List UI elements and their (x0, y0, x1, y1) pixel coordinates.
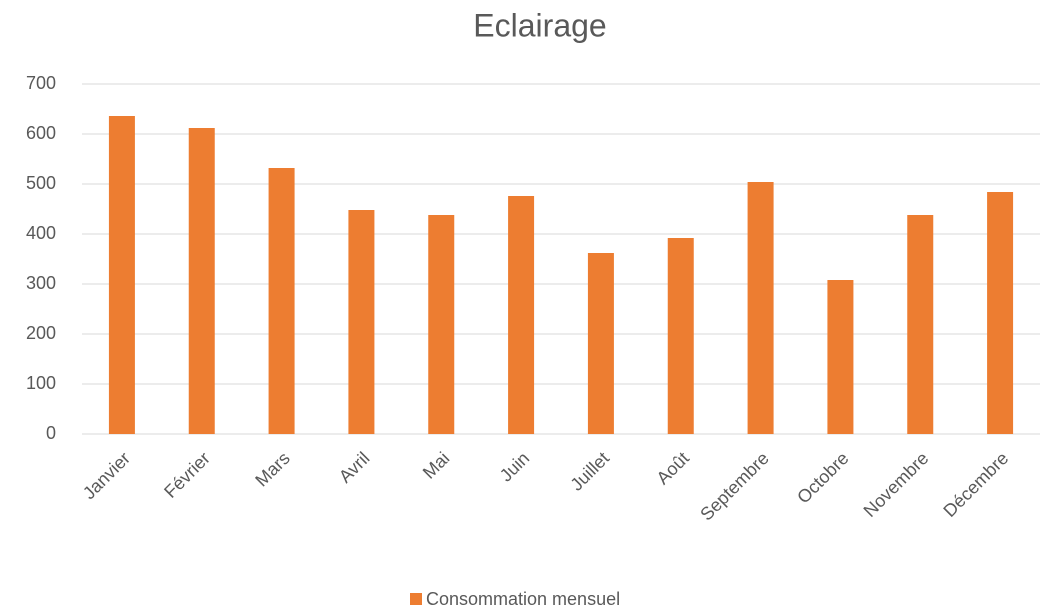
y-tick-label: 200 (26, 323, 56, 343)
x-tick-label: Avril (335, 448, 374, 487)
y-tick-label: 600 (26, 123, 56, 143)
bar (987, 192, 1014, 434)
bar (827, 280, 854, 434)
x-tick-label: Août (653, 448, 693, 488)
y-tick-label: 500 (26, 173, 56, 193)
x-tick-label: Juin (496, 448, 533, 485)
x-tick-label: Octobre (793, 448, 852, 507)
bar (587, 253, 614, 434)
legend-swatch (410, 593, 422, 605)
x-tick-label: Novembre (860, 448, 933, 521)
x-tick-label: Mai (419, 448, 454, 483)
x-tick-label: Juillet (566, 448, 613, 495)
x-tick-label: Janvier (79, 448, 134, 503)
y-tick-label: 400 (26, 223, 56, 243)
y-tick-label: 100 (26, 373, 56, 393)
bar (268, 168, 295, 434)
bar (747, 182, 774, 434)
bar (667, 238, 694, 434)
x-tick-label: Mars (251, 448, 293, 490)
bar (428, 215, 455, 434)
x-tick-label: Septembre (696, 448, 772, 524)
legend-label: Consommation mensuel (426, 589, 620, 609)
bar (907, 215, 934, 434)
bar (108, 116, 135, 434)
y-tick-label: 700 (26, 73, 56, 93)
y-tick-label: 300 (26, 273, 56, 293)
bar (508, 196, 535, 434)
bar (348, 210, 375, 434)
y-tick-label: 0 (46, 423, 56, 443)
chart-title: Eclairage (473, 7, 606, 43)
bar (188, 128, 215, 434)
x-tick-label: Décembre (939, 448, 1012, 521)
x-tick-label: Février (160, 448, 214, 502)
